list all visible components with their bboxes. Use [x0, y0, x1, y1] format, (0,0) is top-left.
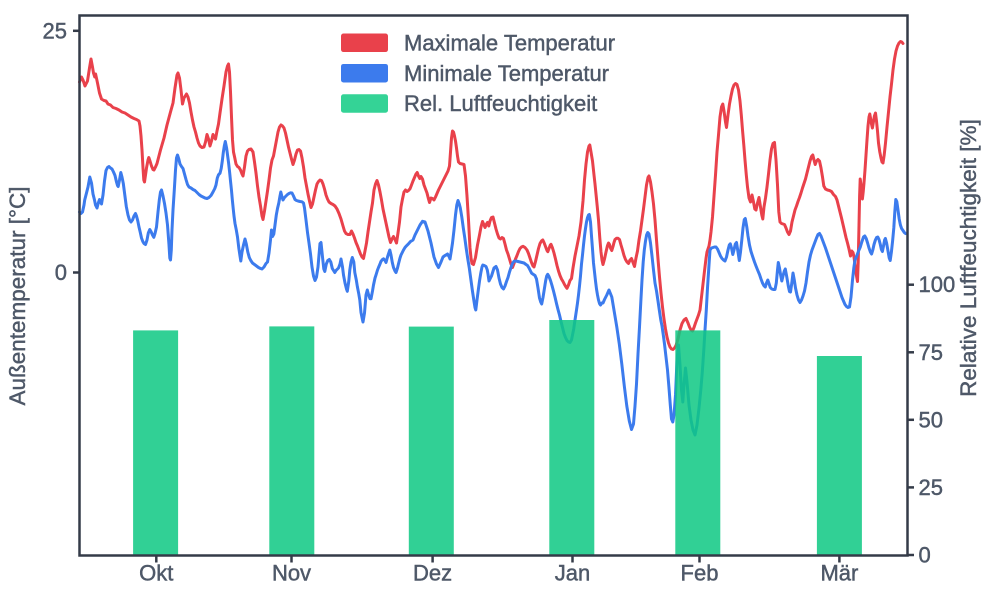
svg-text:25: 25	[919, 475, 943, 500]
svg-text:Dez: Dez	[413, 561, 452, 586]
svg-text:Relative Luftfeuchtigkeit [%]: Relative Luftfeuchtigkeit [%]	[956, 119, 981, 397]
svg-text:75: 75	[919, 340, 943, 365]
svg-text:25: 25	[43, 18, 67, 43]
svg-text:50: 50	[919, 407, 943, 432]
svg-text:Maximale Temperatur: Maximale Temperatur	[404, 31, 615, 56]
svg-text:Minimale Temperatur: Minimale Temperatur	[404, 61, 609, 86]
svg-text:Mär: Mär	[820, 561, 858, 586]
svg-text:Außentemperatur [°C]: Außentemperatur [°C]	[5, 186, 30, 405]
svg-text:Jan: Jan	[555, 561, 590, 586]
svg-text:Rel. Luftfeuchtigkeit: Rel. Luftfeuchtigkeit	[404, 91, 597, 116]
svg-text:Okt: Okt	[139, 561, 173, 586]
svg-text:0: 0	[919, 543, 931, 568]
svg-text:Nov: Nov	[272, 561, 311, 586]
svg-text:100: 100	[919, 272, 956, 297]
svg-text:0: 0	[55, 260, 67, 285]
svg-text:Feb: Feb	[681, 561, 719, 586]
